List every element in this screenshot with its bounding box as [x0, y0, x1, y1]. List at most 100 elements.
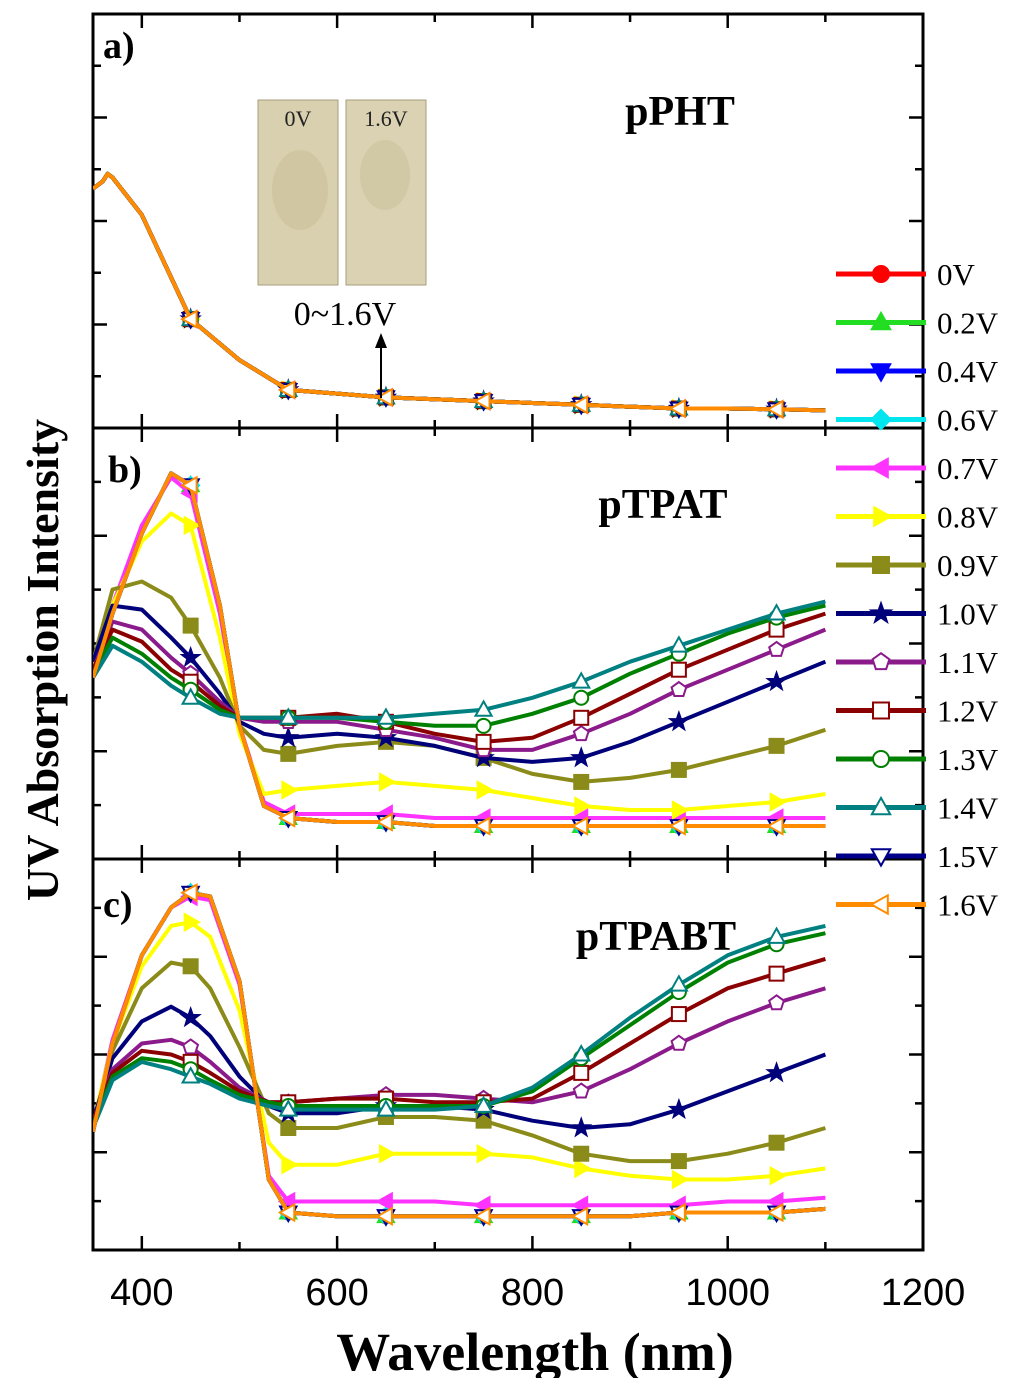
legend-label: 1.0V [937, 597, 999, 632]
series-marker-1.1V [670, 1034, 688, 1051]
legend-label: 0V [937, 257, 976, 292]
legend-marker-0.9V [872, 556, 890, 574]
panel-c-title: pTPABT [576, 914, 736, 960]
series-line-1.5V [93, 171, 826, 413]
series-marker-1.4V [278, 707, 299, 725]
x-axis-label: Wavelength (nm) [336, 1322, 734, 1378]
panel-b-title: pTPAT [598, 482, 727, 528]
series-line-1.1V [93, 171, 826, 413]
series-marker-0.8V [769, 792, 787, 812]
legend-marker-0.2V [870, 310, 892, 331]
series-marker-1.3V [573, 689, 590, 706]
series-marker-1.2V [573, 709, 590, 726]
series-marker-0.8V [378, 772, 397, 792]
film-photo-inset: 0V 1.6V [255, 97, 430, 289]
series-marker-1.1V [768, 640, 786, 657]
series-marker-1.4V [669, 635, 689, 653]
series-marker-1.6V [668, 1202, 686, 1223]
x-tick-label: 400 [110, 1272, 173, 1314]
legend-marker-1.0V [868, 600, 894, 625]
series-line-0.8V [93, 511, 826, 812]
x-tick-label: 600 [305, 1272, 368, 1314]
series-line-0.6V [93, 171, 826, 413]
series-marker-0.8V [476, 780, 495, 800]
series-marker-1.0V [570, 746, 593, 768]
legend-label: 0.8V [937, 500, 999, 535]
series-marker-1.6V [766, 816, 784, 836]
series-marker-1.1V [572, 1082, 590, 1099]
legend-label: 1.2V [937, 694, 999, 729]
series-line-0.9V [93, 960, 826, 1164]
series-marker-1.2V [573, 1064, 590, 1081]
panel-a-curves [93, 171, 826, 420]
legend-label: 0.2V [937, 306, 999, 341]
series-marker-1.4V [766, 926, 787, 944]
series-marker-1.0V [667, 710, 691, 732]
series-line-1.1V [93, 619, 827, 752]
series-line-0.8V [93, 920, 826, 1182]
plot-frame [91, 12, 925, 1252]
series-line-0.4V [93, 171, 826, 413]
series-marker-1.1V [768, 994, 786, 1011]
series-marker-0.9V [670, 761, 687, 778]
panel-c-curves [93, 882, 827, 1227]
series-line-1.6V [93, 171, 826, 413]
series-marker-0.9V [573, 773, 590, 790]
series-marker-1.6V [180, 475, 198, 496]
series-line-1.4V [93, 171, 826, 413]
series-marker-1.0V [179, 645, 202, 668]
series-marker-0.8V [378, 1143, 397, 1164]
axis-ticks [93, 14, 923, 1250]
series-line-0V [93, 171, 826, 413]
series-marker-1.0V [570, 1116, 593, 1138]
x-tick-label: 1000 [685, 1272, 770, 1314]
series-marker-0.9V [670, 1153, 687, 1170]
series-marker-1.2V [768, 965, 785, 982]
series-marker-0.8V [281, 780, 299, 800]
series-marker-1.6V [180, 309, 198, 329]
series-marker-0.9V [280, 745, 297, 762]
legend-marker-1.3V [872, 750, 890, 768]
series-marker-1.2V [475, 733, 492, 750]
series-marker-1.1V [182, 1038, 200, 1055]
series-marker-1.4V [180, 687, 201, 705]
series-marker-1.0V [179, 1005, 202, 1028]
series-marker-1.6V [473, 816, 491, 836]
series-marker-1.6V [668, 398, 686, 419]
series-marker-1.6V [570, 816, 589, 836]
series-marker-0.8V [183, 912, 202, 932]
series-marker-1.6V [277, 380, 296, 400]
series-line-1.4V [93, 599, 826, 720]
panel-a-title: pPHT [625, 89, 735, 135]
legend: 0V 0.2V 0.4V 0.6V 0.7V 0.8V 0.9V 1.0V 1.1V 1.2V 1.… [836, 257, 999, 923]
legend-marker-0.6V [869, 408, 893, 431]
legend-marker-0.4V [870, 363, 892, 383]
series-line-0.7V [93, 171, 826, 413]
series-line-1.2V [93, 956, 826, 1122]
series-marker-0.9V [182, 958, 199, 975]
series-marker-0.8V [671, 800, 690, 820]
series-marker-1.4V [669, 974, 689, 992]
legend-label: 1.4V [937, 791, 999, 826]
series-marker-1.6V [766, 399, 784, 420]
series-line-1.0V [93, 603, 827, 764]
x-tick-label: 1200 [881, 1272, 966, 1314]
legend-marker-0.7V [869, 457, 889, 479]
series-marker-1.4V [571, 1044, 591, 1062]
series-marker-1.6V [277, 1202, 296, 1223]
series-marker-0.8V [671, 1169, 690, 1190]
series-marker-1.6V [473, 391, 491, 411]
series-marker-1.4V [180, 1066, 201, 1084]
series-line-1.3V [93, 931, 826, 1126]
annotation-arrow-head [375, 333, 387, 348]
legend-label: 1.5V [937, 839, 999, 874]
series-marker-0.8V [476, 1143, 495, 1164]
legend-label: 1.3V [937, 742, 999, 777]
series-marker-1.4V [473, 699, 494, 717]
series-marker-0.8V [281, 1155, 299, 1175]
series-marker-1.0V [765, 1061, 788, 1083]
inset-label-1-6v: 1.6V [364, 106, 408, 131]
series-marker-0.9V [768, 737, 785, 754]
legend-label: 0.4V [937, 354, 999, 389]
series-marker-1.1V [572, 724, 590, 742]
